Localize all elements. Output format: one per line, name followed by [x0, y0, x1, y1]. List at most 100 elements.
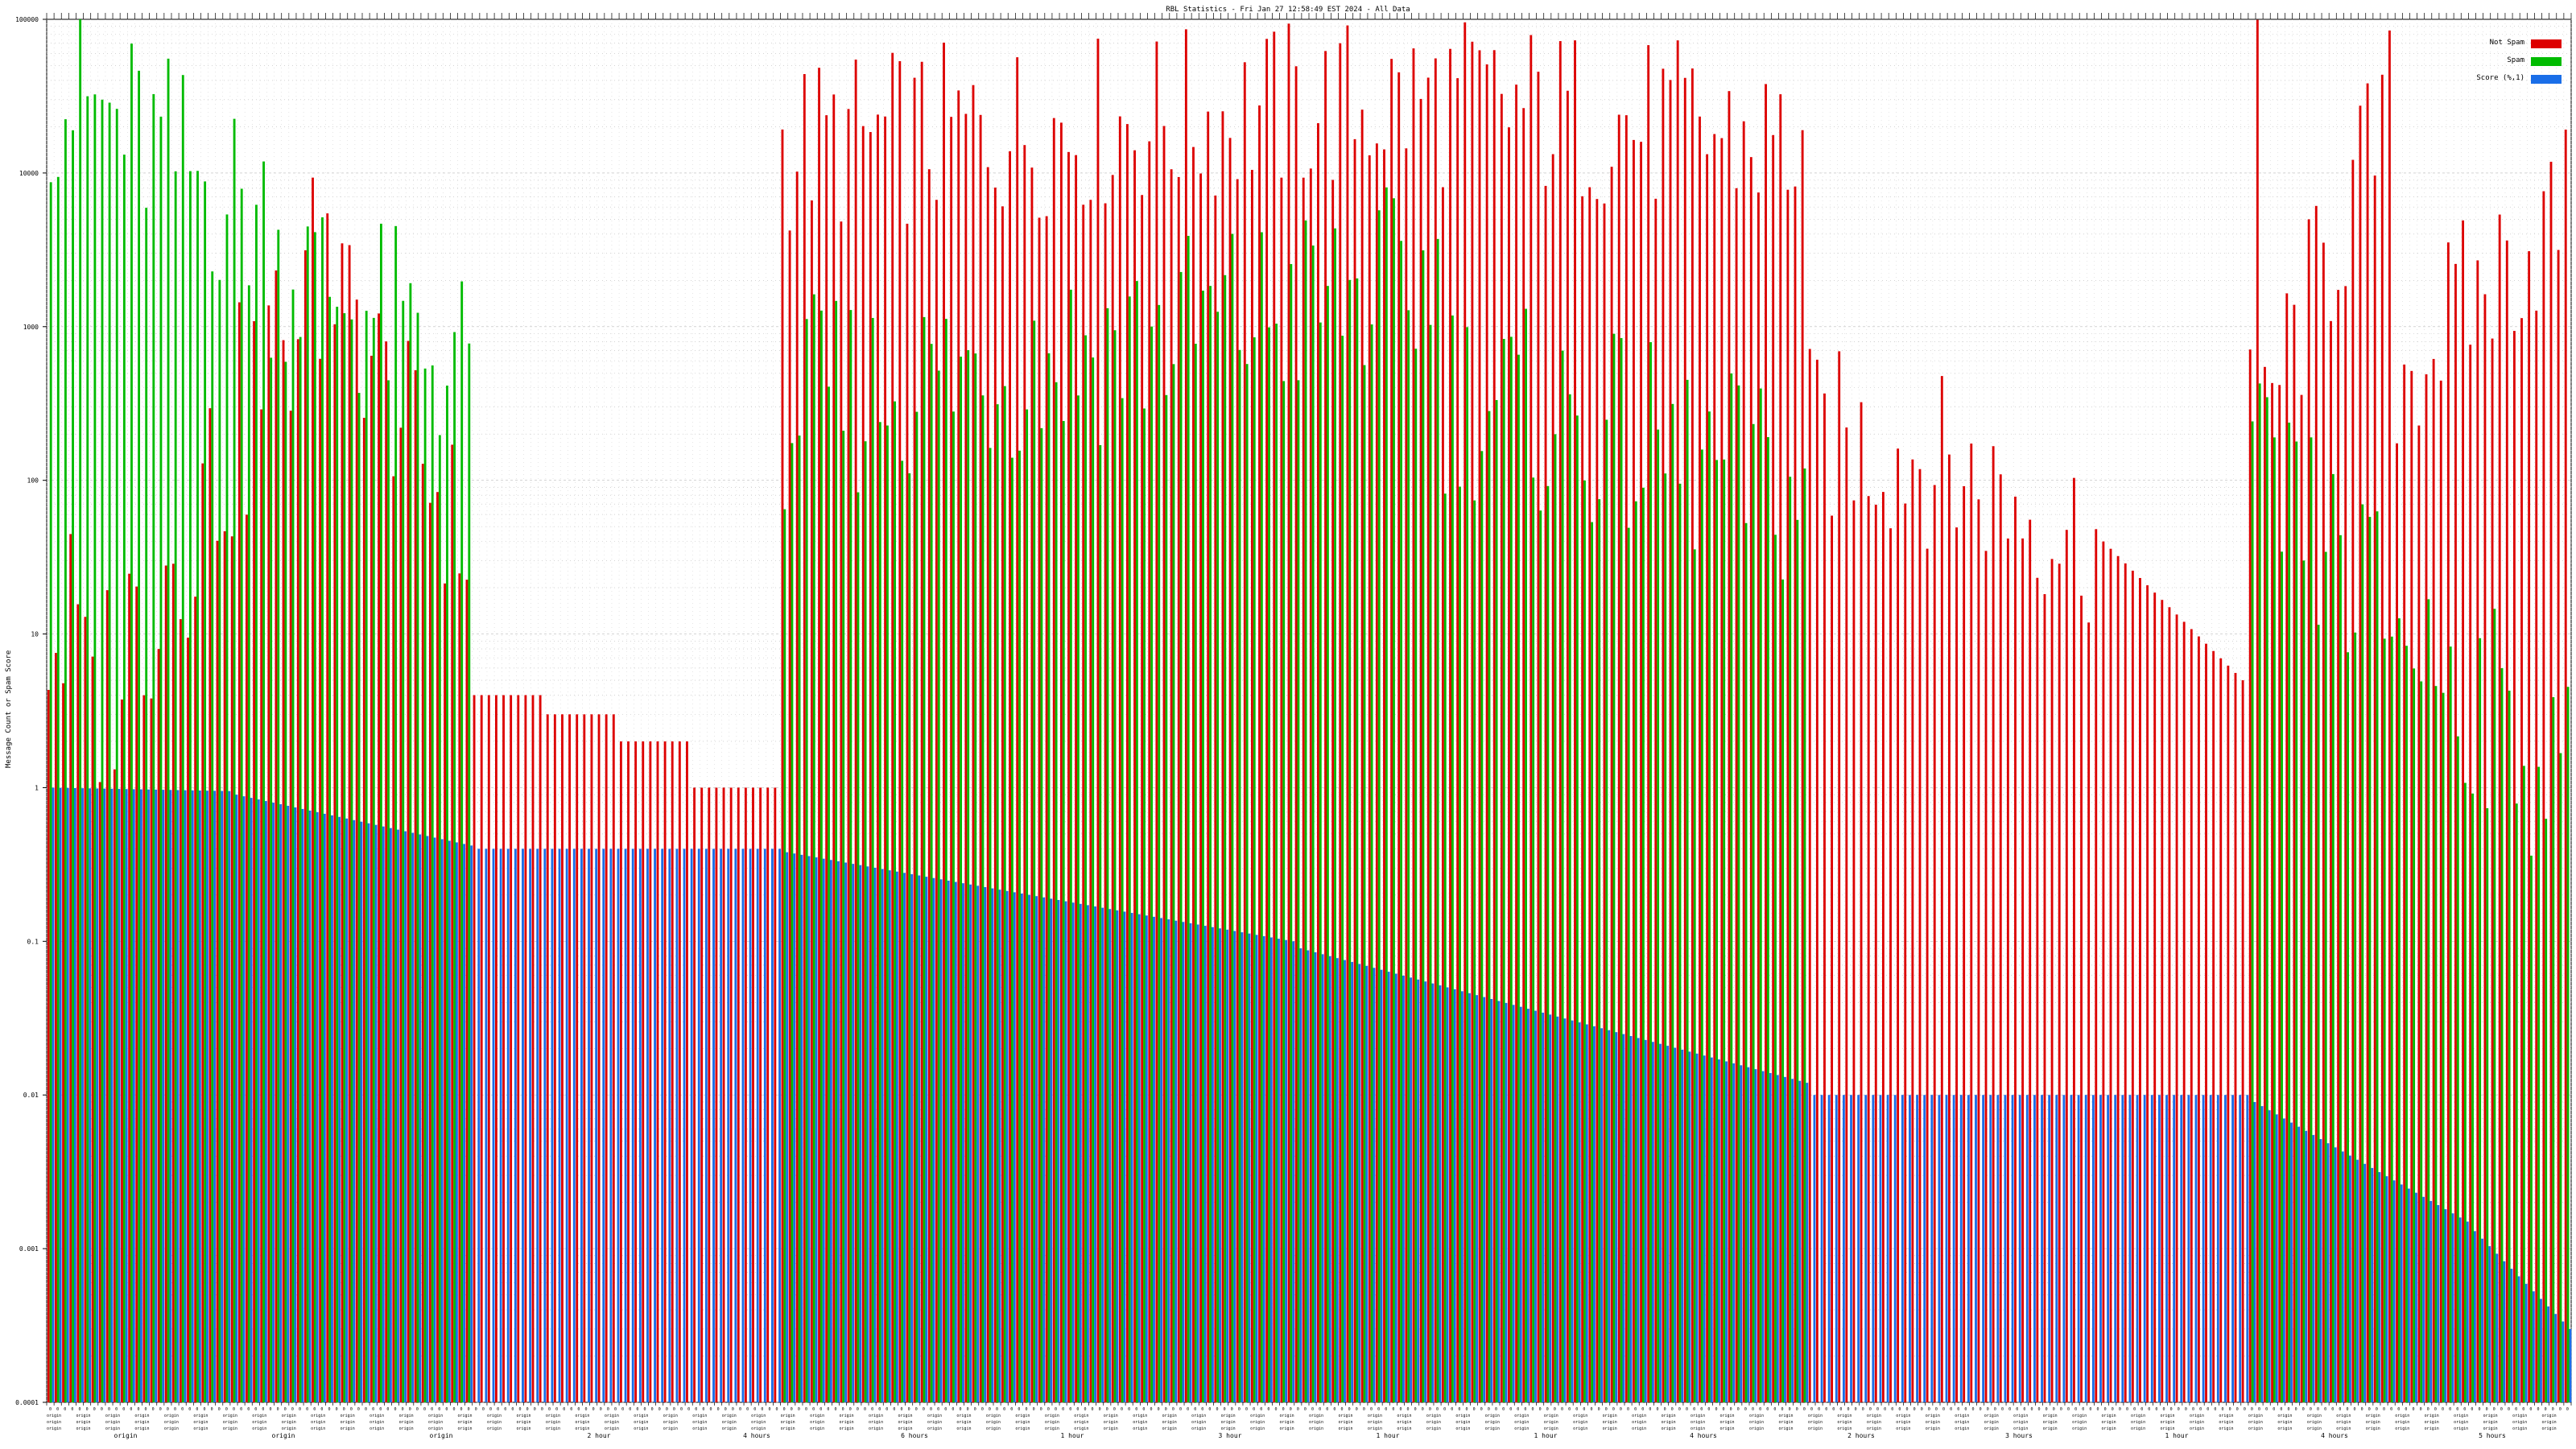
x-tick-label: 0 [2251, 1407, 2253, 1412]
category-label: origin [2277, 1426, 2292, 1431]
bar-score [1203, 926, 1207, 1402]
period-label: 1 hour [1061, 1432, 1084, 1439]
x-tick-label: 0 [350, 1407, 353, 1412]
category-label: origin [487, 1426, 502, 1431]
bar-score [1476, 995, 1479, 1402]
category-label: origin [2512, 1414, 2527, 1418]
bar-score [125, 789, 128, 1402]
bar-spam [343, 313, 346, 1402]
category-label: origin [1309, 1414, 1323, 1418]
bar-spam [255, 204, 258, 1402]
x-tick-label: 0 [1781, 1407, 1783, 1412]
category-label: origin [1808, 1414, 1823, 1418]
bar-score [1211, 927, 1214, 1402]
bar-spam [56, 176, 60, 1402]
bar-score [1328, 956, 1331, 1402]
bar-spam [262, 161, 265, 1403]
bar-score [1901, 1095, 1904, 1402]
period-label: origin [430, 1432, 453, 1439]
x-tick-label: 0 [1297, 1407, 1299, 1412]
bar-not-spam [634, 741, 638, 1402]
bar-spam [1099, 444, 1102, 1402]
bar-score [2466, 1221, 2469, 1402]
bar-not-spam [465, 580, 469, 1402]
bar-not-spam [663, 741, 667, 1402]
category-label: origin [1955, 1414, 1969, 1418]
legend-swatch-red [2531, 39, 2562, 48]
x-tick-label: 0 [1517, 1407, 1519, 1412]
bar-spam [1466, 327, 1469, 1402]
bar-spam [1620, 337, 1623, 1403]
x-tick-label: 0 [2148, 1407, 2150, 1412]
bar-score [1079, 903, 1082, 1402]
category-label: origin [898, 1420, 912, 1425]
x-tick-label: 0 [291, 1407, 294, 1412]
bar-not-spam [1192, 147, 1195, 1403]
bar-not-spam [1596, 199, 1599, 1402]
bar-score [1460, 991, 1463, 1402]
bar-score [888, 870, 891, 1402]
bar-score [1813, 1095, 1816, 1402]
bar-not-spam [246, 514, 248, 1403]
bar-not-spam [1126, 124, 1129, 1402]
category-label: origin [1749, 1426, 1764, 1431]
x-tick-label: 0 [1224, 1407, 1226, 1412]
x-tick-label: 0 [1465, 1407, 1468, 1412]
x-tick-label: 0 [93, 1407, 96, 1412]
bar-spam [431, 365, 434, 1402]
x-tick-label: 0 [2324, 1407, 2326, 1412]
bar-not-spam [1302, 177, 1305, 1403]
bar-spam [835, 300, 838, 1403]
category-label: origin [1837, 1414, 1852, 1418]
bar-score [903, 873, 906, 1402]
x-tick-label: 0 [1422, 1407, 1424, 1412]
bar-spam [2302, 560, 2306, 1403]
category-label: origin [986, 1414, 1001, 1418]
bar-spam [1377, 210, 1381, 1402]
x-tick-label: 0 [548, 1407, 551, 1412]
x-tick-label: 0 [211, 1407, 213, 1412]
x-tick-label: 0 [1979, 1407, 1982, 1412]
bar-not-spam [1881, 492, 1885, 1402]
bar-score [2260, 1106, 2264, 1402]
x-tick-label: 0 [1451, 1407, 1453, 1412]
bar-not-spam [1317, 123, 1319, 1402]
x-tick-label: 0 [776, 1407, 778, 1412]
category-label: origin [575, 1414, 589, 1418]
bar-score [976, 886, 980, 1402]
bar-score [704, 848, 708, 1402]
y-tick-label: 0.01 [23, 1092, 39, 1099]
bar-spam [1121, 398, 1124, 1402]
category-label: origin [2013, 1414, 2028, 1418]
bar-not-spam [341, 243, 344, 1402]
bar-not-spam [458, 573, 461, 1402]
x-tick-label: 0 [1598, 1407, 1600, 1412]
legend-swatch-blue [2531, 75, 2562, 84]
bar-score [1358, 964, 1361, 1402]
x-tick-label: 0 [1377, 1407, 1380, 1412]
x-tick-label: 0 [1253, 1407, 1255, 1412]
bar-not-spam [2462, 220, 2465, 1402]
period-label: 1 hour [2165, 1432, 2189, 1439]
bar-spam [1495, 399, 1498, 1402]
category-label: origin [1544, 1414, 1558, 1418]
bar-score [1137, 914, 1141, 1402]
category-label: origin [252, 1420, 266, 1425]
bar-score [140, 789, 142, 1402]
bar-spam [989, 448, 992, 1402]
category-label: origin [810, 1414, 824, 1418]
legend-label: Spam [2507, 56, 2524, 64]
bar-spam [1077, 395, 1080, 1403]
category-label: origin [1808, 1420, 1823, 1425]
bar-not-spam [312, 177, 314, 1402]
bar-score [2209, 1095, 2212, 1402]
bar-score [2194, 1095, 2198, 1402]
bar-score [1608, 1030, 1611, 1402]
x-tick-label: 0 [2559, 1407, 2562, 1412]
bar-score [2444, 1209, 2447, 1402]
bar-spam [1429, 324, 1432, 1402]
x-tick-label: 0 [1657, 1407, 1659, 1412]
bar-spam [1422, 250, 1425, 1403]
category-label: origin [927, 1414, 942, 1418]
x-tick-label: 0 [475, 1407, 477, 1412]
